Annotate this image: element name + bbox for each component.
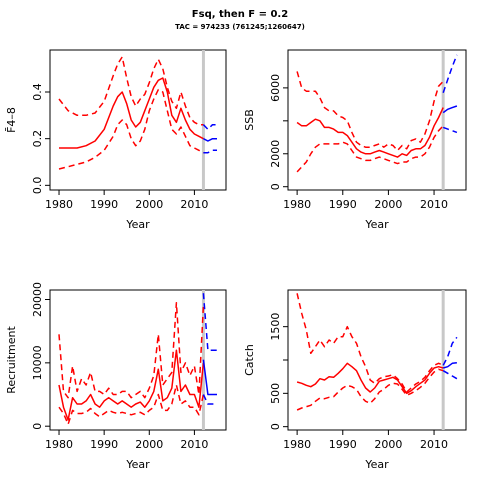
projection-median-line (203, 137, 217, 142)
historical-upper-line (296, 293, 444, 393)
x-tick-label: 1980 (283, 198, 311, 211)
y-tick-label: 0 (269, 183, 282, 190)
x-tick-label: 2010 (180, 438, 208, 451)
x-tick-label: 1980 (283, 438, 311, 451)
x-axis-label: Year (364, 458, 389, 471)
y-tick-label: 500 (269, 383, 282, 404)
historical-median-line (296, 107, 444, 158)
plot-frame (287, 289, 467, 431)
historical-lower-line (58, 88, 204, 170)
y-tick-label: 20000 (31, 282, 44, 317)
projection-median-line (202, 359, 217, 396)
y-tick-label: 0.0 (31, 177, 44, 195)
x-axis-label: Year (125, 458, 150, 471)
historical-median-line (296, 362, 444, 395)
y-tick-label: 0 (269, 423, 282, 430)
y-tick-label: 1500 (269, 313, 282, 341)
projection-upper-line (202, 123, 217, 131)
historical-median-line (58, 349, 205, 421)
y-tick-label: 6000 (269, 74, 282, 102)
y-axis-label: Catch (243, 344, 256, 376)
x-axis-label: Year (125, 218, 150, 231)
x-tick-label: 1990 (90, 438, 118, 451)
historical-median-line (59, 77, 204, 149)
projection-upper-line (442, 54, 458, 94)
plot-frame (49, 49, 227, 191)
x-tick-label: 2000 (135, 438, 163, 451)
x-tick-label: 2000 (374, 198, 402, 211)
projection-lower-line (202, 394, 217, 405)
projection-lower-line (442, 370, 458, 380)
x-tick-label: 2010 (180, 198, 208, 211)
historical-upper-line (296, 71, 444, 152)
historical-lower-line (296, 125, 444, 173)
x-tick-label: 1980 (45, 438, 73, 451)
y-tick-label: 0 (31, 423, 44, 430)
historical-lower-line (58, 384, 205, 426)
x-tick-label: 2000 (374, 438, 402, 451)
historical-upper-line (58, 301, 205, 399)
x-tick-label: 2010 (420, 198, 448, 211)
y-axis-label: SSB (243, 109, 256, 131)
x-tick-label: 1990 (329, 198, 357, 211)
projection-median-line (442, 361, 457, 369)
projection-upper-line (442, 336, 458, 366)
projection-lower-line (203, 149, 217, 154)
x-tick-label: 1980 (45, 198, 73, 211)
projection-upper-line (202, 293, 217, 351)
figure-subtitle: TAC = 974233 (761245;1260647) (175, 23, 305, 31)
historical-upper-line (58, 56, 204, 126)
plot-frame (49, 289, 227, 431)
x-tick-label: 1990 (329, 438, 357, 451)
plot-frame (287, 49, 467, 191)
x-tick-label: 2000 (135, 198, 163, 211)
panel-fbar: 1980 1990 2000 2010 0.0 0.2 0.4 Year F̄4–8 (5, 49, 227, 231)
y-tick-label: 0.2 (31, 130, 44, 148)
panel-catch: 1980 1990 2000 2010 0 500 1500 Year Catch (243, 289, 467, 471)
projection-lower-line (442, 126, 458, 134)
y-tick-label: 10000 (31, 345, 44, 380)
y-tick-label: 0.4 (31, 83, 44, 101)
x-tick-label: 1990 (90, 198, 118, 211)
y-tick-label: 2000 (269, 140, 282, 168)
historical-lower-line (296, 368, 444, 411)
x-axis-label: Year (364, 218, 389, 231)
panel-recruitment: 1980 1990 2000 2010 0 10000 20000 Year Recruitme… (5, 282, 227, 471)
figure-title: Fsq, then F = 0.2 (191, 9, 289, 20)
y-axis-label: F̄4–8 (5, 107, 18, 133)
y-axis-label: Recruitment (5, 326, 18, 394)
projection-median-line (442, 105, 458, 114)
x-tick-label: 2010 (420, 438, 448, 451)
panel-ssb: 1980 1990 2000 2010 0 2000 6000 Year SSB (243, 49, 467, 231)
